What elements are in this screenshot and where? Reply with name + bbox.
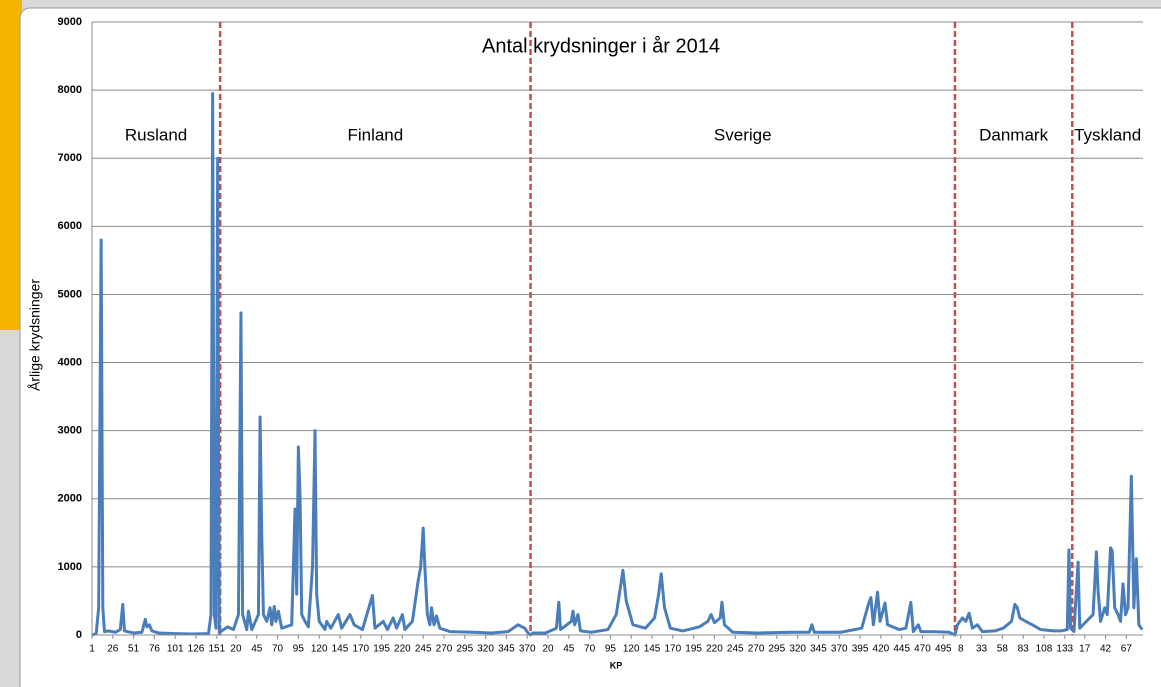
x-tick-label: 170 <box>664 644 681 655</box>
x-tick-label: 67 <box>1121 644 1133 655</box>
x-tick-label: 133 <box>1056 644 1073 655</box>
x-tick-label: 26 <box>107 644 119 655</box>
x-tick-label: 58 <box>997 644 1009 655</box>
map-edge <box>0 0 22 330</box>
x-tick-label: 345 <box>810 644 827 655</box>
x-tick-label: 126 <box>188 644 205 655</box>
x-tick-label: 145 <box>644 644 661 655</box>
x-tick-label: 295 <box>456 644 473 655</box>
chart-panel <box>20 8 1161 687</box>
x-tick-label: 8 <box>958 644 964 655</box>
x-tick-label: 195 <box>373 644 390 655</box>
region-label: Rusland <box>125 125 187 144</box>
x-tick-label: 170 <box>352 644 369 655</box>
x-tick-label: 320 <box>477 644 494 655</box>
y-tick-label: 8000 <box>58 84 82 96</box>
x-tick-label: 108 <box>1036 644 1053 655</box>
x-tick-label: 370 <box>831 644 848 655</box>
x-tick-label: 45 <box>251 644 263 655</box>
y-tick-label: 4000 <box>58 356 82 368</box>
x-tick-label: 51 <box>128 644 140 655</box>
x-tick-label: 420 <box>873 644 890 655</box>
x-tick-label: 345 <box>498 644 515 655</box>
x-tick-label: 470 <box>914 644 931 655</box>
region-label: Danmark <box>979 125 1048 144</box>
region-label: Finland <box>347 125 403 144</box>
chart-title: Antal krydsninger i år 2014 <box>482 35 720 57</box>
x-tick-label: 270 <box>748 644 765 655</box>
x-tick-label: 83 <box>1018 644 1030 655</box>
y-tick-label: 7000 <box>58 152 82 164</box>
chart: Antal krydsninger i år 2014 Årlige kryds… <box>0 0 1161 687</box>
x-tick-label: 101 <box>167 644 184 655</box>
x-axis-label: KP <box>610 660 623 670</box>
x-tick-label: 220 <box>706 644 723 655</box>
x-tick-label: 295 <box>769 644 786 655</box>
y-tick-label: 2000 <box>58 493 82 505</box>
x-tick-label: 120 <box>623 644 640 655</box>
x-tick-label: 20 <box>230 644 242 655</box>
y-tick-label: 5000 <box>58 288 82 300</box>
x-tick-label: 42 <box>1100 644 1112 655</box>
region-label: Sverige <box>714 125 772 144</box>
x-tick-label: 20 <box>542 644 554 655</box>
x-tick-label: 70 <box>272 644 284 655</box>
x-tick-label: 76 <box>149 644 161 655</box>
x-tick-label: 33 <box>976 644 988 655</box>
x-tick-label: 245 <box>415 644 432 655</box>
x-tick-label: 17 <box>1079 644 1091 655</box>
x-tick-label: 495 <box>935 644 952 655</box>
y-tick-label: 1000 <box>58 561 82 573</box>
x-tick-label: 120 <box>311 644 328 655</box>
x-tick-label: 370 <box>519 644 536 655</box>
x-tick-label: 95 <box>605 644 617 655</box>
x-tick-label: 245 <box>727 644 744 655</box>
y-tick-label: 9000 <box>58 16 82 28</box>
x-tick-label: 95 <box>293 644 305 655</box>
x-tick-label: 70 <box>584 644 596 655</box>
y-tick-label: 0 <box>76 629 82 641</box>
x-tick-label: 220 <box>394 644 411 655</box>
y-tick-label: 6000 <box>58 220 82 232</box>
x-tick-label: 445 <box>893 644 910 655</box>
x-tick-label: 195 <box>685 644 702 655</box>
region-label: Tyskland <box>1074 125 1141 144</box>
y-axis-label: Årlige krydsninger <box>27 279 43 391</box>
x-tick-label: 45 <box>563 644 575 655</box>
y-tick-label: 3000 <box>58 425 82 437</box>
x-tick-label: 1 <box>89 644 95 655</box>
x-tick-label: 395 <box>852 644 869 655</box>
x-tick-label: 270 <box>436 644 453 655</box>
x-tick-label: 320 <box>789 644 806 655</box>
x-tick-label: 151 <box>208 644 225 655</box>
x-tick-label: 145 <box>332 644 349 655</box>
